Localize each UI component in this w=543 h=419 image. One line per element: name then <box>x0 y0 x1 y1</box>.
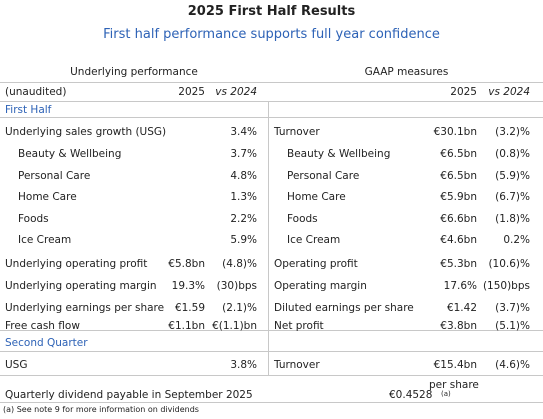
column-header: vs 2024 <box>488 86 530 98</box>
cell-change: 4.8% <box>230 170 257 182</box>
row-label: Underlying earnings per share <box>5 302 165 314</box>
row-label: Operating profit <box>274 258 358 270</box>
cell-change: (1.8)% <box>495 213 530 225</box>
row-label: Turnover <box>274 359 320 371</box>
subtitle: First half performance supports full yea… <box>103 27 440 42</box>
row-label: Ice Cream <box>287 234 341 246</box>
divider <box>268 101 269 375</box>
row-label: Underlying sales growth (USG) <box>5 126 167 138</box>
column-header: (unaudited) <box>5 86 67 98</box>
row-label: Home Care <box>287 191 346 203</box>
row-label: Underlying operating profit <box>5 258 148 270</box>
row-label: Diluted earnings per share <box>274 302 414 314</box>
cell-value: €1.1bn <box>168 320 205 332</box>
cell-change: (6.7)% <box>495 191 530 203</box>
row-label: Operating margin <box>274 280 367 292</box>
cell-change: 3.8% <box>230 359 257 371</box>
cell-value: €6.6bn <box>440 213 477 225</box>
cell-value: €5.8bn <box>168 258 205 270</box>
row-label: Free cash flow <box>5 320 80 332</box>
dividend-note: (a) <box>441 390 451 398</box>
row-label: Turnover <box>274 126 320 138</box>
column-header: 2025 <box>450 86 477 98</box>
row-label: Foods <box>18 213 49 225</box>
cell-value: €5.3bn <box>440 258 477 270</box>
rule <box>0 330 543 331</box>
row-label: Foods <box>287 213 318 225</box>
rule <box>0 375 543 376</box>
column-header: 2025 <box>178 86 205 98</box>
cell-change: 3.4% <box>230 126 257 138</box>
row-label: USG <box>5 359 28 371</box>
cell-change: (5.1)% <box>495 320 530 332</box>
cell-change: (10.6)% <box>488 258 530 270</box>
cell-change: 2.2% <box>230 213 257 225</box>
column-header: vs 2024 <box>215 86 257 98</box>
row-label: Ice Cream <box>18 234 72 246</box>
row-label: Home Care <box>18 191 77 203</box>
cell-change: (3.7)% <box>495 302 530 314</box>
cell-change: (4.6)% <box>495 359 530 371</box>
section-title: Second Quarter <box>5 337 88 349</box>
cell-change: €(1.1)bn <box>212 320 257 332</box>
cell-change: (150)bps <box>482 280 530 292</box>
cell-value: €30.1bn <box>433 126 477 138</box>
row-label: Beauty & Wellbeing <box>287 148 391 160</box>
cell-value: €5.9bn <box>440 191 477 203</box>
cell-change: (4.8)% <box>222 258 257 270</box>
dividend-unit: per share <box>429 379 479 391</box>
cell-change: (3.2)% <box>495 126 530 138</box>
footnote: (a) See note 9 for more information on d… <box>3 405 199 414</box>
cell-change: 3.7% <box>230 148 257 160</box>
cell-change: (5.9)% <box>495 170 530 182</box>
group-header: Underlying performance <box>70 66 198 78</box>
cell-value: €15.4bn <box>433 359 477 371</box>
rule <box>0 117 543 118</box>
cell-change: 5.9% <box>230 234 257 246</box>
dividend-value: €0.4528 <box>389 389 433 401</box>
cell-value: €1.42 <box>446 302 477 314</box>
title: 2025 First Half Results <box>187 4 356 19</box>
rule <box>0 82 543 83</box>
row-label: Net profit <box>274 320 324 332</box>
cell-value: €1.59 <box>174 302 205 314</box>
cell-value: €4.6bn <box>440 234 477 246</box>
cell-value: €3.8bn <box>440 320 477 332</box>
section-title: First Half <box>5 104 52 116</box>
row-label: Beauty & Wellbeing <box>18 148 122 160</box>
rule <box>0 351 543 352</box>
cell-change: (30)bps <box>216 280 257 292</box>
cell-value: 19.3% <box>171 280 205 292</box>
cell-value: 17.6% <box>443 280 477 292</box>
row-label: Personal Care <box>287 170 360 182</box>
cell-change: (2.1)% <box>222 302 257 314</box>
cell-change: 1.3% <box>230 191 257 203</box>
group-header: GAAP measures <box>364 66 449 78</box>
rule <box>0 101 543 102</box>
row-label: Personal Care <box>18 170 91 182</box>
cell-value: €6.5bn <box>440 148 477 160</box>
cell-change: 0.2% <box>503 234 530 246</box>
rule <box>0 402 543 403</box>
dividend-label: Quarterly dividend payable in September … <box>5 389 253 401</box>
cell-change: (0.8)% <box>495 148 530 160</box>
cell-value: €6.5bn <box>440 170 477 182</box>
row-label: Underlying operating margin <box>5 280 157 292</box>
